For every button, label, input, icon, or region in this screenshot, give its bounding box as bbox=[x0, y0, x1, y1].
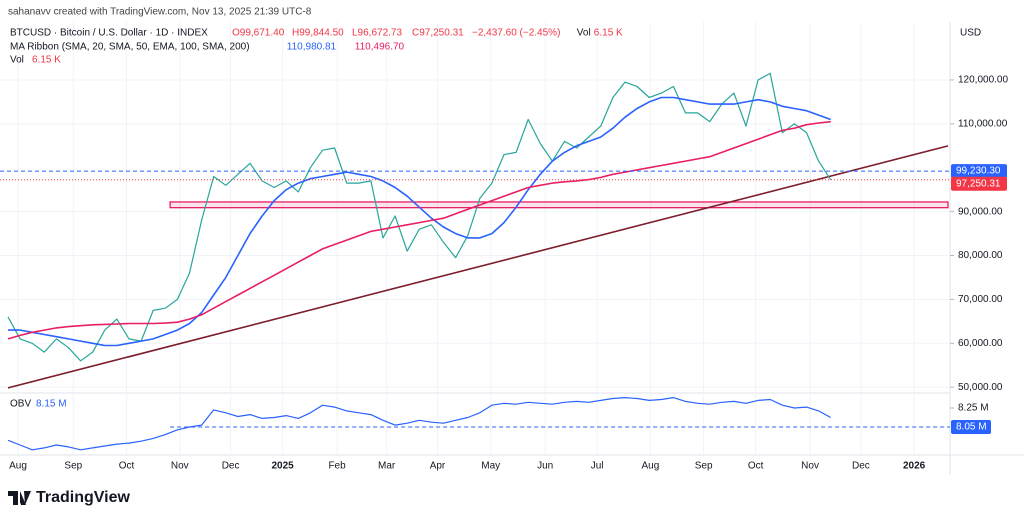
series-line bbox=[7, 120, 831, 340]
vol-label-value: 6.15 K bbox=[32, 55, 61, 66]
x-tick-label: Aug bbox=[9, 461, 27, 472]
ohlc-value: C97,250.31 bbox=[412, 28, 464, 39]
ohlc-value: H99,844.50 bbox=[292, 28, 344, 39]
series-line bbox=[7, 397, 831, 451]
x-tick-label: Jun bbox=[537, 461, 553, 472]
y-tick-label: 110,000.00 bbox=[958, 118, 1008, 129]
x-tick-label: May bbox=[481, 461, 500, 472]
ohlc-value: O99,671.40 bbox=[232, 28, 285, 39]
y-tick-label: 120,000.00 bbox=[958, 75, 1008, 86]
x-tick-label: Nov bbox=[801, 461, 819, 472]
price-label-box bbox=[951, 164, 1007, 179]
x-tick-label: Oct bbox=[748, 461, 764, 472]
ohlc-value: −2,437.60 (−2.45%) bbox=[472, 28, 560, 39]
y-tick-label: 8.05 M bbox=[956, 422, 987, 433]
x-tick-label: Sep bbox=[64, 461, 82, 472]
obv-level-box bbox=[951, 419, 991, 434]
volume-legend: Vol bbox=[577, 28, 591, 39]
vol-label: Vol bbox=[10, 55, 24, 66]
ohlc-value: L96,672.73 bbox=[352, 28, 402, 39]
x-tick-label: Oct bbox=[119, 461, 135, 472]
obv-title: OBV bbox=[10, 399, 31, 410]
x-tick-label: 2025 bbox=[271, 461, 294, 472]
y-tick-label: 80,000.00 bbox=[958, 250, 1003, 261]
series-line bbox=[8, 96, 831, 347]
x-tick-label: Sep bbox=[695, 461, 713, 472]
logo-mark bbox=[8, 491, 31, 505]
credit: sahanavv created with TradingView.com, N… bbox=[8, 7, 312, 18]
x-tick-label: 2026 bbox=[903, 461, 926, 472]
logo: TradingView bbox=[8, 489, 131, 506]
indicator-value: 110,496.70 bbox=[355, 42, 405, 53]
obv-value: 8.15 M bbox=[36, 399, 67, 410]
price-label: 99,230.30 bbox=[956, 166, 1001, 177]
x-tick-label: Dec bbox=[222, 461, 240, 472]
x-tick-label: Jul bbox=[591, 461, 604, 472]
y-tick-label: 50,000.00 bbox=[958, 382, 1003, 393]
support-zone bbox=[169, 201, 949, 209]
x-tick-label: Nov bbox=[171, 461, 189, 472]
x-tick-label: Mar bbox=[378, 461, 396, 472]
brand: TradingView bbox=[36, 489, 131, 506]
x-tick-label: Apr bbox=[430, 461, 446, 472]
indicator-value: 110,980.81 bbox=[287, 42, 337, 53]
x-tick-label: Feb bbox=[328, 461, 346, 472]
trendline bbox=[7, 145, 949, 389]
currency: USD bbox=[960, 28, 981, 39]
volume-legend-value: 6.15 K bbox=[594, 28, 623, 39]
price-label-box bbox=[951, 176, 1007, 191]
symbol-title: BTCUSD · Bitcoin / U.S. Dollar · 1D · IN… bbox=[10, 28, 208, 39]
price-label: 97,250.31 bbox=[956, 178, 1001, 189]
y-tick-label: 90,000.00 bbox=[958, 206, 1003, 217]
x-tick-label: Dec bbox=[852, 461, 870, 472]
series-line bbox=[7, 72, 832, 362]
y-tick-label: 70,000.00 bbox=[958, 294, 1003, 305]
indicator-name: MA Ribbon (SMA, 20, SMA, 50, EMA, 100, S… bbox=[10, 42, 250, 53]
y-tick-label: 8.25 M bbox=[958, 403, 989, 414]
x-tick-label: Aug bbox=[641, 461, 659, 472]
y-tick-label: 60,000.00 bbox=[958, 338, 1003, 349]
